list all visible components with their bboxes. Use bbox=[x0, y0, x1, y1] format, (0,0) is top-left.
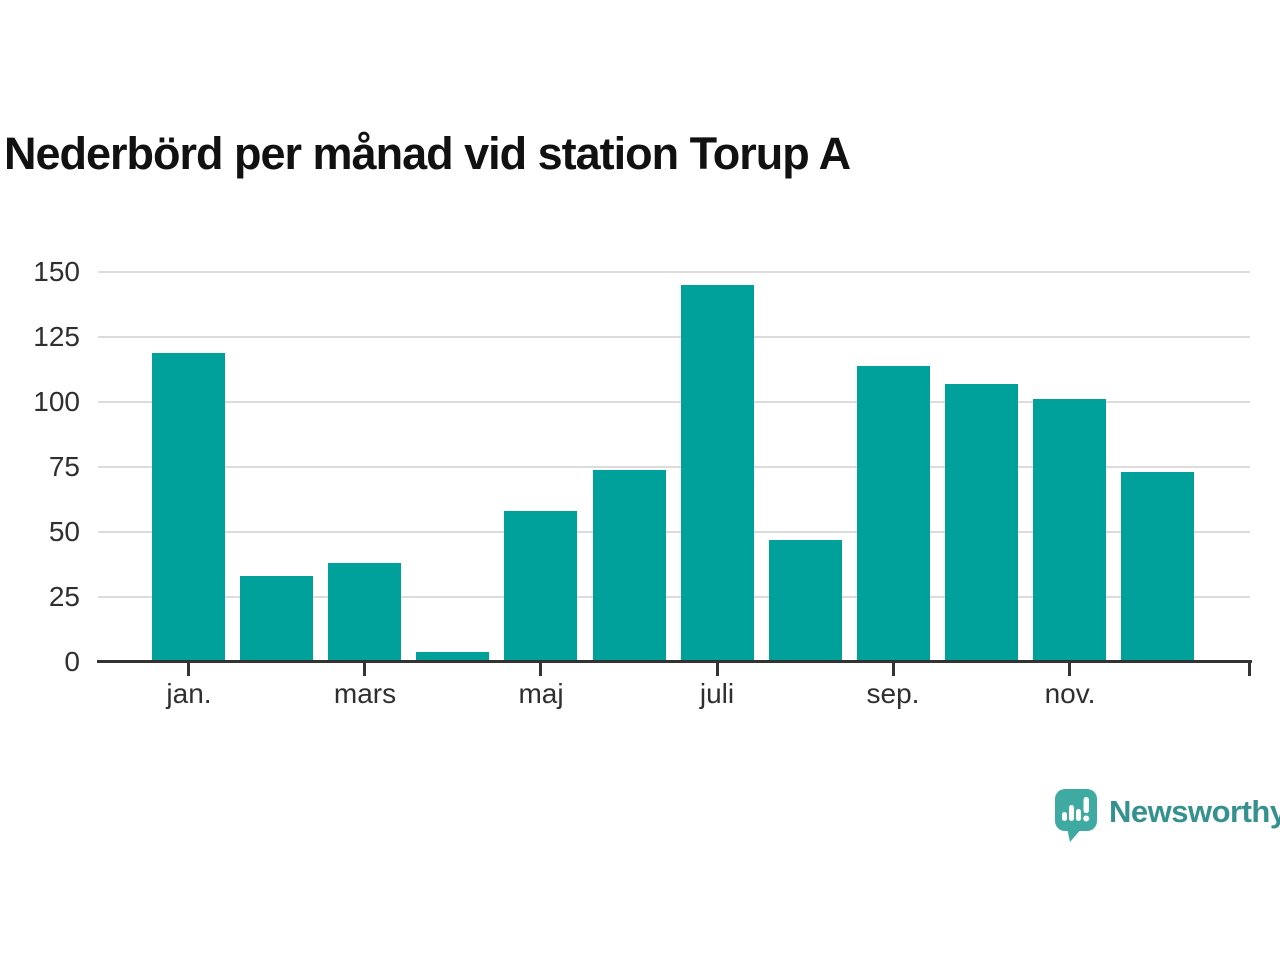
x-axis-tick-label: jan. bbox=[166, 678, 212, 709]
x-axis-tick-label: maj bbox=[518, 678, 564, 709]
x-axis-tick bbox=[716, 663, 719, 676]
y-axis-tick-label: 25 bbox=[48, 581, 80, 612]
bar bbox=[1033, 399, 1106, 662]
x-axis-tick bbox=[539, 663, 542, 676]
x-axis-tick bbox=[187, 663, 190, 676]
gridline bbox=[98, 271, 1250, 273]
x-axis-end-tick bbox=[1248, 660, 1251, 676]
chart-title: Nederbörd per månad vid station Torup A bbox=[4, 128, 851, 179]
bar bbox=[593, 470, 666, 662]
newsworthy-logo-icon bbox=[1055, 789, 1097, 842]
y-axis-tick-label: 100 bbox=[33, 386, 80, 417]
x-axis-tick bbox=[1068, 663, 1071, 676]
bar bbox=[240, 576, 313, 662]
y-axis-tick-label: 125 bbox=[33, 321, 80, 352]
bar bbox=[945, 384, 1018, 662]
gridline bbox=[98, 401, 1250, 403]
bar bbox=[504, 511, 577, 662]
x-axis-line bbox=[97, 660, 1252, 663]
gridline bbox=[98, 531, 1250, 533]
x-axis-tick-label: mars bbox=[333, 678, 397, 709]
bar bbox=[1121, 472, 1194, 662]
y-axis-tick-label: 0 bbox=[64, 646, 80, 677]
x-axis-tick-label: juli bbox=[699, 678, 735, 709]
y-axis-tick-label: 50 bbox=[48, 516, 80, 547]
bar bbox=[769, 540, 842, 662]
gridline bbox=[98, 596, 1250, 598]
bar bbox=[328, 563, 401, 662]
newsworthy-logo: Newsworthy bbox=[1054, 788, 1280, 843]
x-axis-tick-label: nov. bbox=[1044, 678, 1096, 709]
bar bbox=[152, 353, 225, 662]
y-axis-tick-label: 75 bbox=[48, 451, 80, 482]
bar bbox=[857, 366, 930, 662]
bar bbox=[416, 652, 489, 662]
x-axis-tick bbox=[892, 663, 895, 676]
newsworthy-logo-text: Newsworthy bbox=[1109, 793, 1280, 829]
x-axis-tick-label: sep. bbox=[866, 678, 920, 709]
bar bbox=[681, 285, 754, 662]
gridline bbox=[98, 336, 1250, 338]
y-axis-tick-label: 150 bbox=[33, 256, 80, 287]
gridline bbox=[98, 466, 1250, 468]
x-axis-tick bbox=[363, 663, 366, 676]
